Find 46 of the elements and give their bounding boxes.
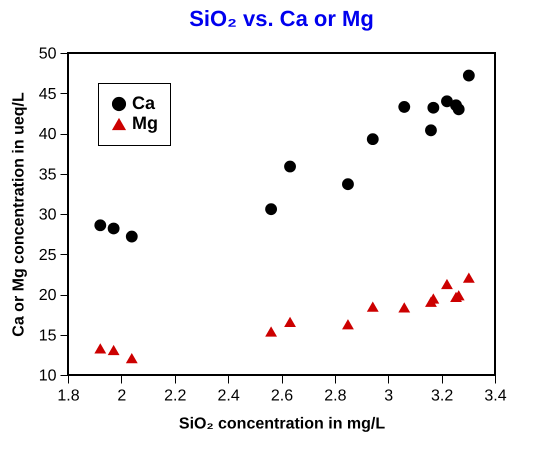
point — [427, 102, 440, 114]
point — [441, 95, 453, 108]
y-tick-label: 30 — [38, 206, 57, 224]
x-tick-label: 1.8 — [57, 388, 80, 404]
point — [462, 272, 475, 283]
point — [398, 302, 410, 313]
y-tick-label: 45 — [38, 86, 57, 103]
legend-label: Ca — [132, 93, 156, 113]
point — [284, 160, 296, 172]
x-tick-label: 2 — [117, 388, 126, 404]
point — [366, 133, 379, 146]
point — [462, 70, 475, 82]
point — [398, 101, 410, 113]
y-tick-label: 15 — [38, 327, 57, 344]
y-tick-label: 35 — [38, 166, 57, 184]
point — [342, 319, 354, 330]
point — [108, 222, 120, 234]
point — [425, 124, 437, 136]
point — [452, 103, 465, 116]
y-tick-label: 20 — [38, 287, 57, 304]
x-tick-label: 3 — [384, 388, 394, 404]
legend-label: Mg — [132, 113, 158, 133]
point — [441, 278, 453, 290]
x-tick-label: 2.4 — [218, 388, 240, 404]
x-tick-label: 3.2 — [431, 388, 454, 404]
point — [108, 344, 120, 356]
point — [284, 316, 296, 327]
x-tick-label: 3.4 — [484, 388, 507, 404]
point — [94, 343, 106, 354]
point — [94, 219, 106, 232]
x-tick-label: 2.6 — [270, 388, 294, 404]
y-axis-title: Ca or Mg concentration in ueq/L — [10, 92, 28, 337]
point — [342, 178, 354, 190]
point — [265, 203, 278, 216]
chart-title: SiO₂ vs. Ca or Mg — [189, 6, 374, 31]
point — [265, 326, 278, 337]
y-tick-label: 50 — [38, 46, 57, 62]
x-axis-title: SiO₂ concentration in mg/L — [178, 416, 386, 432]
point — [366, 301, 379, 312]
y-tick-label: 10 — [38, 368, 57, 384]
y-tick-label: 25 — [38, 246, 57, 264]
point — [126, 352, 138, 364]
point — [126, 230, 138, 242]
x-tick-label: 2.2 — [164, 388, 186, 404]
x-tick-label: 2.8 — [324, 388, 347, 404]
y-tick-label: 40 — [38, 126, 57, 143]
